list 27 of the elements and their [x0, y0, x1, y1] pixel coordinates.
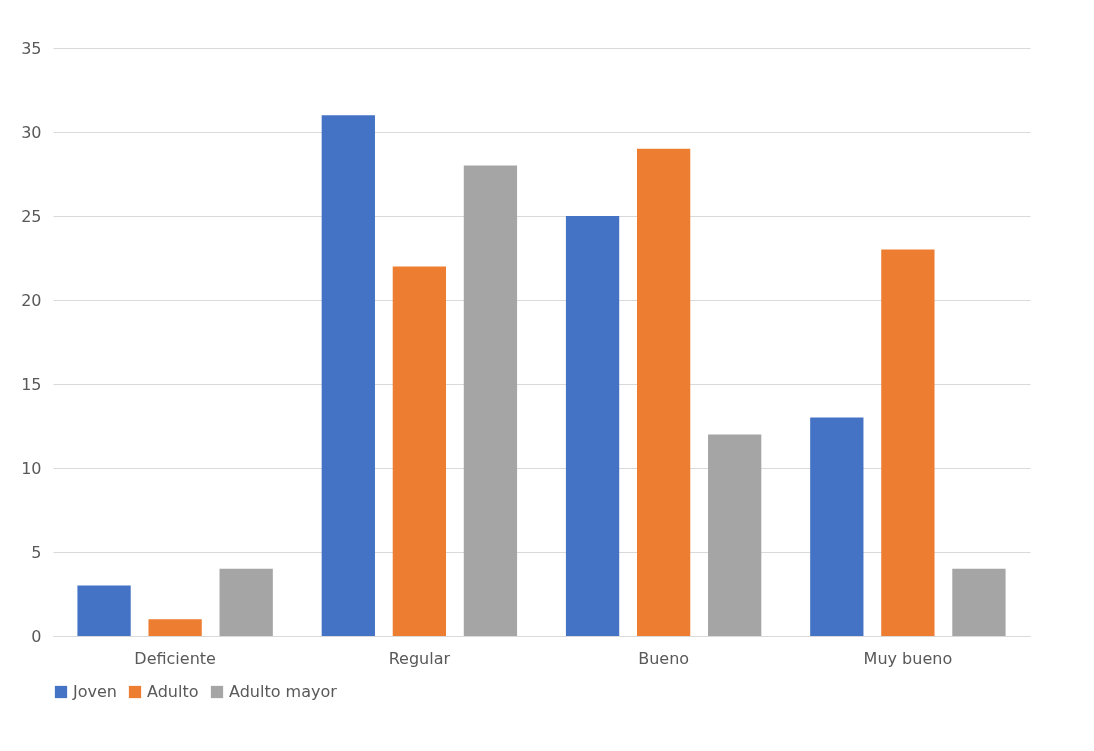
y-tick-label: 30	[21, 122, 42, 142]
x-tick-label: Deficiente	[134, 648, 216, 668]
legend-label: Adulto	[147, 682, 199, 701]
y-tick-label: 10	[21, 458, 42, 478]
y-tick-label: 25	[21, 206, 42, 226]
y-tick-label: 0	[31, 626, 42, 646]
x-tick-label: Muy bueno	[863, 648, 953, 668]
x-tick-label: Regular	[388, 648, 451, 668]
bar	[636, 148, 691, 636]
bar	[952, 568, 1006, 636]
bar	[708, 434, 762, 636]
bar	[463, 165, 518, 636]
y-tick-label: 20	[21, 290, 42, 310]
bar	[219, 568, 273, 636]
y-tick-label: 5	[31, 542, 42, 562]
bar	[810, 417, 864, 636]
bar	[148, 619, 202, 636]
x-tick-label: Bueno	[638, 648, 690, 668]
legend-label: Adulto mayor	[229, 682, 338, 701]
y-tick-label: 15	[21, 374, 42, 394]
bar	[77, 585, 131, 636]
bar	[321, 115, 375, 636]
bar	[881, 249, 935, 636]
bar	[565, 216, 620, 636]
bar	[392, 266, 447, 636]
legend-label: Joven	[72, 682, 117, 701]
y-tick-label: 35	[21, 38, 42, 58]
